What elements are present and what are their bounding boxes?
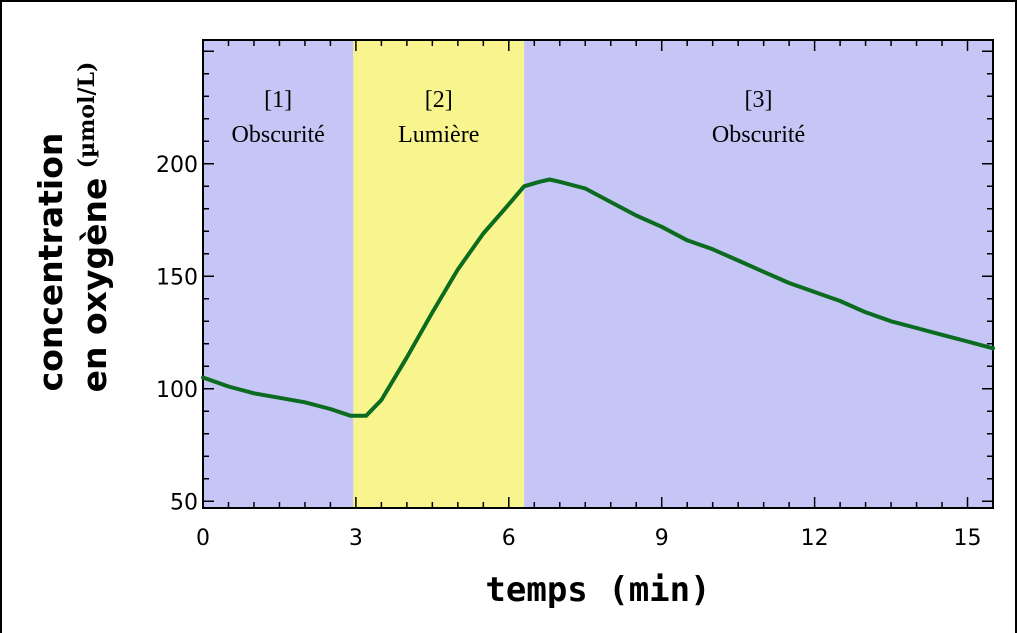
- region-1-index: [1]: [264, 87, 292, 113]
- x-tick-label: 15: [954, 526, 982, 551]
- y-tick-label: 100: [156, 378, 198, 403]
- x-tick-label: 0: [196, 526, 210, 551]
- region-2: [353, 40, 525, 508]
- y-axis-title-line2: en oxygène: [75, 178, 114, 393]
- region-2-index: [2]: [425, 87, 453, 113]
- y-axis-unit: (µmol/L): [74, 62, 100, 169]
- x-axis-title: temps (min): [485, 570, 710, 610]
- series-line-oxygen: [201, 177, 995, 418]
- series-layer: [201, 177, 995, 418]
- region-3-index: [3]: [745, 87, 773, 113]
- region-labels-layer: [1] Obscurité [2] Lumière [3] Obscurité: [232, 87, 806, 148]
- x-tick-label: 12: [801, 526, 829, 551]
- ticks-layer: 0 3 6 9 12 15 50 100 150 200: [156, 40, 994, 551]
- x-tick-label: 9: [655, 526, 669, 551]
- y-tick-label: 150: [156, 265, 198, 290]
- region-1-label: Obscurité: [232, 122, 325, 148]
- regions-layer: [203, 40, 993, 508]
- x-tick-label: 6: [502, 526, 516, 551]
- region-3-label: Obscurité: [712, 122, 805, 148]
- y-tick-label: 200: [156, 153, 198, 178]
- plot-border: [202, 39, 994, 509]
- y-tick-label: 50: [170, 490, 198, 515]
- x-tick-label: 3: [349, 526, 363, 551]
- region-1: [203, 40, 354, 508]
- region-3: [524, 40, 993, 508]
- y-axis-title-line1: concentration: [31, 133, 70, 392]
- plot-area-border: [202, 39, 994, 509]
- region-2-label: Lumière: [398, 122, 479, 148]
